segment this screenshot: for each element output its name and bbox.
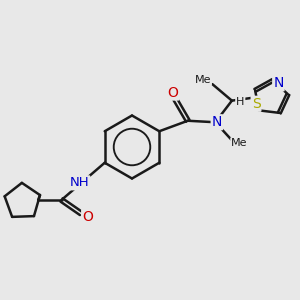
Text: N: N [212,115,222,129]
Text: N: N [273,76,284,90]
Text: S: S [252,97,260,111]
Text: NH: NH [70,176,89,189]
Text: Me: Me [194,75,211,85]
Text: H: H [236,97,244,107]
Text: O: O [82,210,93,224]
Text: O: O [167,85,178,100]
Text: Me: Me [231,138,247,148]
